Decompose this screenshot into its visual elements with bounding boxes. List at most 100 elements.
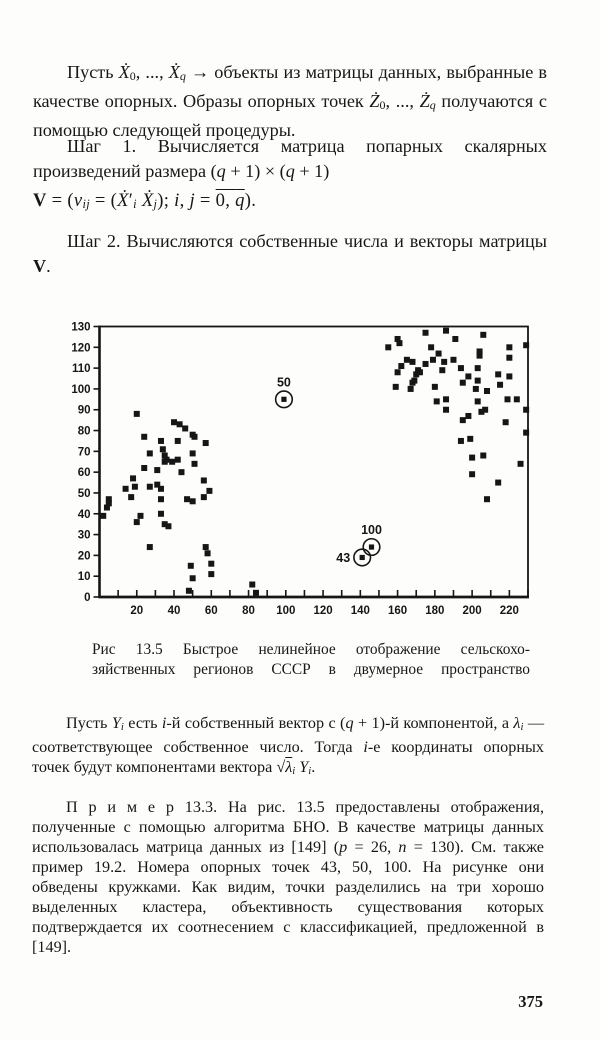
text-run: Пусть	[67, 62, 119, 82]
paragraph-intro: Пусть Ẋ0, ..., Ẋq → объекты из матрицы д…	[33, 60, 547, 142]
data-point	[169, 458, 176, 465]
text-run: — соответствующее собственное число. Тог…	[32, 714, 545, 756]
data-point	[416, 369, 423, 376]
text-run: , ...,	[385, 90, 420, 111]
data-point	[465, 373, 472, 380]
y-tick-label: 50	[78, 488, 91, 500]
figure-caption-line1: Рис 13.5 Быстрое нелинейное отображение …	[92, 641, 530, 658]
data-point	[480, 452, 487, 459]
data-point	[506, 373, 513, 380]
data-point	[146, 483, 153, 490]
data-point	[191, 460, 198, 467]
data-point	[185, 587, 192, 594]
data-point	[504, 396, 511, 403]
paragraph-step2: Шаг 2. Вычисляются собственные числа и в…	[33, 229, 547, 278]
x-tick-label: 200	[463, 605, 482, 617]
data-point	[130, 475, 137, 482]
figure-caption: Рис 13.5 Быстрое нелинейное отображение …	[92, 640, 530, 679]
data-point	[157, 485, 164, 492]
data-point	[409, 358, 416, 365]
data-point	[450, 356, 457, 363]
data-point	[146, 544, 153, 551]
data-point	[394, 369, 401, 376]
y-tick-label: 70	[78, 446, 91, 458]
data-point	[428, 344, 435, 351]
text-run: =	[194, 190, 216, 211]
reference-point-label: 100	[361, 523, 382, 537]
data-point	[474, 365, 481, 372]
data-point	[394, 335, 401, 342]
data-point	[208, 571, 215, 578]
data-point	[252, 589, 259, 596]
data-point	[165, 523, 172, 530]
y-tick-label: 80	[78, 426, 91, 438]
data-point	[459, 379, 466, 386]
text-run: Ż	[419, 90, 430, 111]
text-run: = (	[89, 190, 118, 211]
data-point	[122, 485, 129, 492]
figure-caption-line2: зяйственных регионов СССР в двумерное пр…	[92, 660, 530, 678]
data-point	[407, 385, 414, 392]
data-point	[443, 396, 450, 403]
text-run: получаются с помощью следующей процедуры…	[33, 90, 547, 140]
text-run: q	[345, 714, 354, 732]
text-run: V	[33, 255, 47, 276]
data-point	[495, 371, 502, 378]
text-run: = 26,	[347, 838, 399, 856]
text-run: ′	[128, 190, 134, 211]
data-point	[141, 433, 148, 440]
text-run: 0,	[215, 190, 236, 211]
data-point	[422, 329, 429, 336]
data-point	[441, 358, 448, 365]
data-point	[159, 446, 166, 453]
text-run: Пусть	[66, 714, 112, 732]
data-point	[141, 464, 148, 471]
data-point	[174, 437, 181, 444]
data-point	[443, 327, 450, 334]
data-point	[178, 469, 185, 476]
data-point	[146, 450, 153, 457]
text-run: i	[174, 190, 180, 211]
text-run: Ẋ	[168, 62, 180, 82]
y-tick-label: 90	[78, 405, 91, 417]
data-point	[161, 452, 168, 459]
data-point	[208, 560, 215, 567]
data-point	[202, 440, 209, 447]
data-point	[204, 550, 211, 557]
paragraph-example-13-3: П р и м е р 13.3. На рис. 13.5 предостав…	[32, 797, 544, 957]
data-point	[398, 363, 405, 370]
x-tick-label: 120	[313, 605, 332, 617]
text-run: q	[179, 69, 186, 84]
text-run: ,	[179, 190, 190, 211]
reference-point-circle	[274, 390, 294, 409]
formula-matrix-v: V = (vij = (Ẋ′i Ẋj); i, j = 0, q).	[33, 190, 547, 212]
data-point	[513, 396, 520, 403]
figure-13-5: 20 40 60 80 100 120 140 160 180 200 220 0 10 20 30 40 50…	[60, 314, 560, 626]
x-tick-label: 220	[500, 605, 519, 617]
data-point	[128, 494, 135, 501]
text-run: = 130). См. также пример 19.2. Номера оп…	[32, 838, 544, 956]
data-point	[157, 510, 164, 517]
text-run: + 1) × (	[225, 160, 286, 181]
y-tick-label: 10	[78, 571, 91, 583]
text-run: q	[235, 190, 245, 211]
text-run: .	[311, 757, 316, 776]
data-point	[174, 456, 181, 463]
data-point	[157, 496, 164, 503]
data-point	[476, 348, 483, 355]
data-point	[457, 437, 464, 444]
text-run: Шаг 1. Вычисляется матрица попарных скал…	[33, 136, 547, 181]
text-run: Ẋ	[118, 62, 130, 82]
text-run: -е координаты опорных точек будут компон…	[32, 737, 545, 776]
reference-point-circle	[362, 537, 381, 557]
x-tick-label: 20	[130, 605, 143, 617]
data-point	[411, 377, 418, 384]
text-run: Y	[299, 757, 309, 776]
data-point	[154, 481, 161, 488]
text-run: .	[46, 255, 51, 276]
text-run: √	[276, 757, 286, 776]
data-point	[171, 419, 178, 426]
text-run: j	[153, 197, 158, 212]
x-tick-label: 100	[276, 605, 295, 617]
